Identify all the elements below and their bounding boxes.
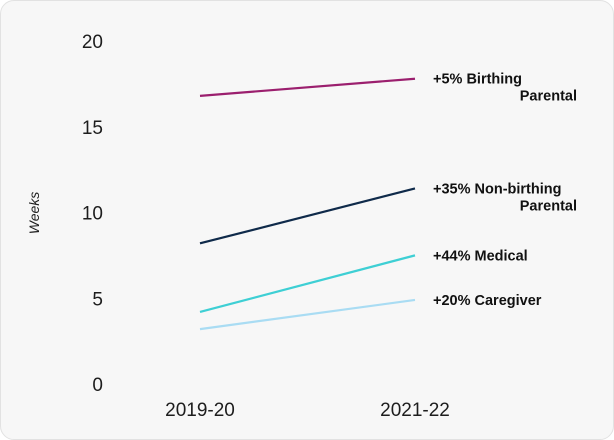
y-tick-label: 0 bbox=[92, 375, 103, 396]
x-tick-label: 2019-20 bbox=[165, 400, 235, 421]
series-label-line: Parental bbox=[520, 198, 577, 214]
y-tick-label: 5 bbox=[92, 289, 103, 310]
series-line-caregiver bbox=[199, 298, 416, 331]
series-line-birthing-parental bbox=[199, 77, 416, 97]
y-axis-label: Weeks bbox=[26, 192, 42, 235]
y-tick-label: 15 bbox=[82, 118, 103, 139]
y-tick-label: 10 bbox=[82, 204, 103, 225]
y-tick-label: 20 bbox=[82, 32, 103, 53]
series-label-medical: +44% Medical bbox=[433, 248, 528, 264]
x-tick-label: 2021-22 bbox=[380, 400, 450, 421]
series-label-line: +5% Birthing bbox=[433, 72, 522, 88]
series-line-medical bbox=[199, 254, 416, 314]
series-label-birthing-parental: +5% Birthing Parental bbox=[433, 72, 577, 105]
series-label-line: Parental bbox=[520, 89, 577, 105]
series-label-line: +35% Non-birthing bbox=[433, 181, 562, 197]
series-label-line: +20% Caregiver bbox=[433, 293, 542, 309]
series-label-non-birthing-parental: +35% Non-birthing Parental bbox=[433, 181, 577, 214]
series-label-line: +44% Medical bbox=[433, 248, 528, 264]
series-label-caregiver: +20% Caregiver bbox=[433, 293, 542, 309]
series-line-non-birthing-parental bbox=[199, 187, 416, 245]
